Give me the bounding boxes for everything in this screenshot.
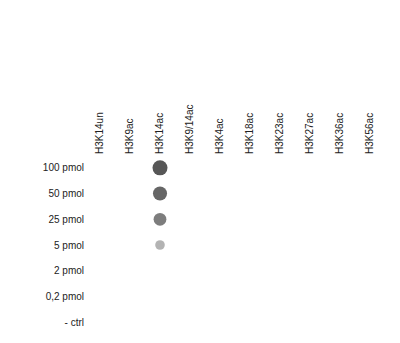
svg-text:H3K14un: H3K14un (94, 112, 105, 154)
svg-text:H3K18ac: H3K18ac (244, 113, 255, 154)
svg-text:H3K23ac: H3K23ac (274, 113, 285, 154)
svg-text:5 pmol: 5 pmol (54, 240, 84, 251)
svg-text:0,2 pmol: 0,2 pmol (46, 291, 84, 302)
svg-text:- ctrl: - ctrl (65, 317, 84, 328)
svg-text:25 pmol: 25 pmol (48, 214, 84, 225)
svg-text:H3K4ac: H3K4ac (214, 118, 225, 154)
svg-text:H3K9/14ac: H3K9/14ac (184, 105, 195, 154)
svg-text:100 pmol: 100 pmol (43, 162, 84, 173)
svg-text:H3K27ac: H3K27ac (304, 113, 315, 154)
svg-text:H3K36ac: H3K36ac (334, 113, 345, 154)
svg-text:2 pmol: 2 pmol (54, 265, 84, 276)
svg-text:H3K56ac: H3K56ac (364, 113, 375, 154)
svg-text:50 pmol: 50 pmol (48, 188, 84, 199)
svg-text:H3K9ac: H3K9ac (124, 118, 135, 154)
svg-text:H3K14ac: H3K14ac (154, 113, 165, 154)
